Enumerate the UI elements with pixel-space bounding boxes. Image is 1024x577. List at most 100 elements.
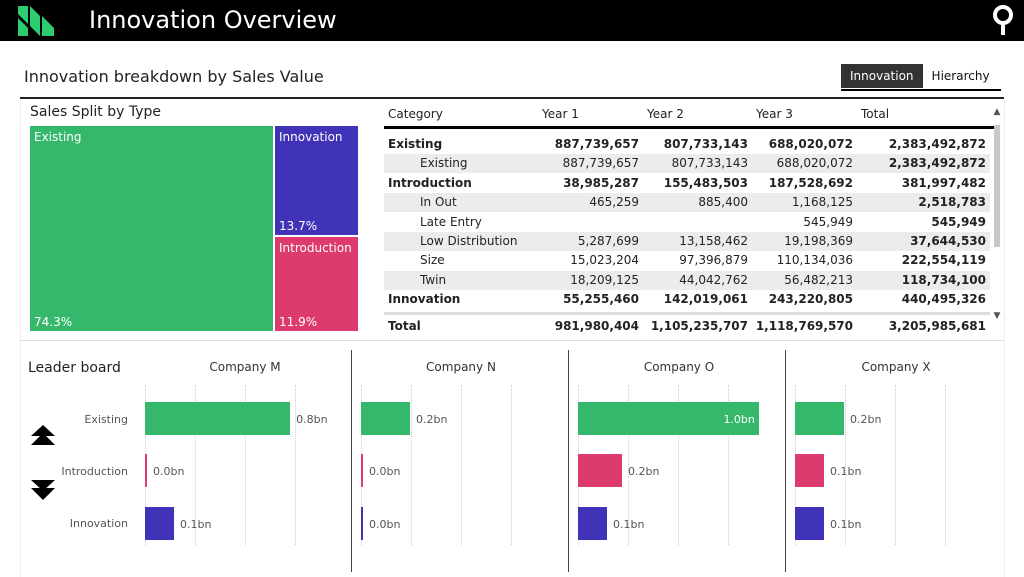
gridline [628, 385, 629, 545]
cell-y2: 885,400 [698, 195, 748, 210]
scroll-down-icon[interactable]: ▼ [993, 311, 1001, 321]
row-label: Late Entry [420, 214, 482, 229]
bar-value-label: 0.0bn [153, 465, 185, 478]
column-header-year-2[interactable]: Year 2 [647, 107, 684, 121]
table-scrollbar[interactable]: ▲ ▼ [992, 107, 1002, 327]
row-label: Low Distribution [420, 234, 518, 248]
bar-existing[interactable] [795, 402, 844, 435]
treemap-cell-introduction[interactable]: Introduction 11.9% [275, 237, 358, 331]
treemap-title: Sales Split by Type [30, 104, 161, 120]
bar-existing[interactable] [361, 402, 410, 435]
cell-y1: 55,255,460 [563, 292, 639, 307]
cell-y1: 887,739,657 [554, 137, 639, 151]
chevron-logo-icon [18, 6, 54, 36]
sort-ascending-icon[interactable] [30, 424, 56, 446]
panel-divider [785, 350, 786, 572]
cell-y3: 688,020,072 [768, 137, 853, 151]
row-label: Innovation [388, 292, 461, 307]
leaderboard-category-label: Existing [84, 413, 128, 426]
row-label: Existing [388, 137, 443, 151]
bar-value-label: 0.8bn [296, 413, 328, 426]
company-title: Company O [643, 360, 715, 374]
table-total-row: Total 981,980,404 1,105,235,707 1,118,76… [384, 312, 990, 334]
bar-value-label: 0.2bn [628, 465, 660, 478]
company-title: Company X [861, 360, 931, 374]
bar-introduction[interactable] [145, 454, 147, 487]
gridline [511, 385, 512, 545]
section-divider [20, 340, 1004, 341]
treemap-cell-label: Innovation [279, 130, 343, 144]
map-pin-icon[interactable] [990, 4, 1016, 36]
table-row[interactable]: Low Distribution 5,287,699 13,158,462 19,19… [384, 232, 990, 251]
cell-y2: 807,733,143 [671, 156, 748, 171]
column-header-year-3[interactable]: Year 3 [756, 107, 793, 121]
cell-y1: 18,209,125 [570, 272, 639, 287]
table-row[interactable]: Size 15,023,204 97,396,879 110,134,036 222,5… [384, 251, 990, 270]
cell-y2: 142,019,061 [663, 292, 748, 307]
bar-value-label: 0.1bn [830, 465, 862, 478]
bar-introduction[interactable] [578, 454, 622, 487]
cell-total: 37,644,530 [910, 234, 986, 248]
cell-y2: 13,158,462 [679, 234, 748, 248]
row-label: Size [420, 253, 445, 268]
cell-total: 2,383,492,872 [888, 156, 986, 171]
bar-value-label: 0.2bn [850, 413, 882, 426]
bar-innovation[interactable] [578, 507, 607, 540]
gridline [895, 385, 896, 545]
cell-y1: 887,739,657 [562, 156, 639, 171]
column-header-category[interactable]: Category [388, 107, 443, 121]
bar-value-label: 0.0bn [369, 518, 401, 531]
treemap-cell-percent: 13.7% [279, 219, 318, 233]
row-label: Existing [420, 156, 468, 171]
leaderboard-title: Leader board [28, 360, 121, 376]
bar-existing[interactable] [145, 402, 291, 435]
bar-innovation[interactable] [795, 507, 824, 540]
scroll-up-icon[interactable]: ▲ [993, 107, 1001, 117]
scroll-thumb[interactable] [994, 125, 1000, 247]
table-row[interactable]: Late Entry 545,949 545,949 [384, 213, 990, 232]
cell-total: 2,518,783 [918, 195, 986, 210]
total-year-2: 1,105,235,707 [650, 319, 748, 333]
bar-introduction[interactable] [361, 454, 363, 487]
gridline [195, 385, 196, 545]
gridline [245, 385, 246, 545]
cell-y3: 110,134,036 [776, 253, 853, 268]
gridline [728, 385, 729, 545]
table-row[interactable]: Existing 887,739,657 807,733,143 688,020,07… [384, 154, 990, 174]
total-total: 3,205,985,681 [888, 319, 986, 333]
bar-existing[interactable] [578, 402, 760, 435]
cell-total: 440,495,326 [901, 292, 986, 307]
cell-y3: 688,020,072 [776, 156, 853, 171]
innovation-toggle-button[interactable]: Innovation [841, 64, 923, 88]
table-row[interactable]: Existing 887,739,657 807,733,143 688,020,07… [384, 135, 990, 154]
gridline [678, 385, 679, 545]
panel-border-right [1004, 99, 1005, 577]
page-subtitle: Innovation breakdown by Sales Value [24, 67, 324, 86]
hierarchy-toggle-button[interactable]: Hierarchy [922, 64, 999, 88]
table-row[interactable]: Twin 18,209,125 44,042,762 56,482,213 118,73… [384, 270, 990, 290]
bar-value-label: 1.0bn [723, 413, 755, 426]
table-row[interactable]: In Out 465,259 885,400 1,168,125 2,518,783 [384, 193, 990, 213]
row-label: Twin [420, 272, 447, 287]
column-header-year-1[interactable]: Year 1 [542, 107, 579, 121]
cell-y2: 97,396,879 [679, 253, 748, 268]
cell-y2: 44,042,762 [679, 272, 748, 287]
bar-innovation[interactable] [361, 507, 363, 540]
table-row[interactable]: Innovation 55,255,460 142,019,061 243,220,8… [384, 290, 990, 309]
gridline [295, 385, 296, 545]
cell-y1: 5,287,699 [577, 234, 639, 248]
cell-y3: 19,198,369 [784, 234, 853, 248]
cell-y3: 56,482,213 [784, 272, 853, 287]
panel-divider [568, 350, 569, 572]
leaderboard-category-label: Innovation [69, 517, 128, 530]
app-header: Innovation Overview [0, 0, 1024, 41]
bar-introduction[interactable] [795, 454, 824, 487]
column-header-total[interactable]: Total [861, 107, 890, 121]
sort-descending-icon[interactable] [30, 479, 56, 501]
table-row[interactable]: Introduction 38,985,287 155,483,503 187,528… [384, 174, 990, 193]
row-label: In Out [420, 195, 457, 210]
gridline [461, 385, 462, 545]
treemap-cell-innovation[interactable]: Innovation 13.7% [275, 126, 358, 235]
treemap-cell-existing[interactable]: Existing 74.3% [30, 126, 273, 331]
bar-innovation[interactable] [145, 507, 174, 540]
